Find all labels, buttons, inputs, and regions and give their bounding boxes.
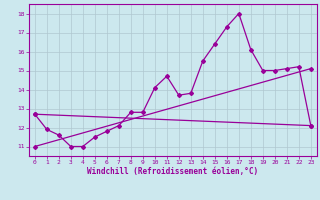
X-axis label: Windchill (Refroidissement éolien,°C): Windchill (Refroidissement éolien,°C)	[87, 167, 258, 176]
